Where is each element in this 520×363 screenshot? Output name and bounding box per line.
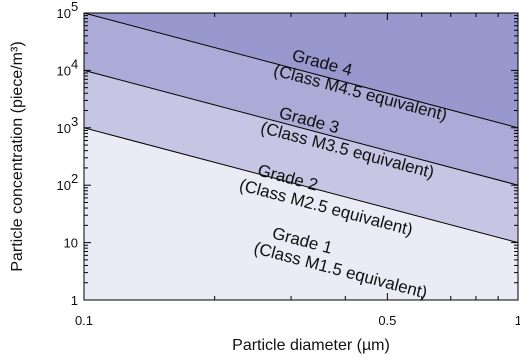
y-tick-label: 10 [57, 6, 71, 21]
y-tick-label: 10 [57, 63, 71, 78]
x-tick-label: 1 [515, 313, 520, 328]
y-tick-label: 10 [64, 236, 78, 251]
x-axis-label: Particle diameter (µm) [232, 337, 390, 354]
x-tick-label: 0.5 [378, 313, 396, 328]
y-tick-label: 10 [57, 178, 71, 193]
y-tick-exponent: 4 [71, 56, 78, 71]
y-tick-exponent: 5 [71, 0, 78, 14]
grade-band-2 [84, 70, 518, 243]
y-tick-label: 10 [57, 121, 71, 136]
plot-frame [83, 12, 519, 301]
y-tick-exponent: 2 [71, 171, 78, 186]
grade-band-3 [84, 13, 518, 186]
boundary-line-3 [83, 12, 519, 129]
boundary-line-2 [83, 69, 519, 186]
y-axis-label: Particle concentration (piece/m³) [9, 41, 26, 271]
x-tick-label: 0.1 [75, 313, 93, 328]
boundary-line-1 [83, 127, 519, 244]
y-tick-exponent: 3 [71, 114, 78, 129]
grade-band-1 [84, 127, 518, 300]
y-tick-label: 1 [71, 293, 78, 308]
grade-boundary-lines [83, 12, 519, 244]
